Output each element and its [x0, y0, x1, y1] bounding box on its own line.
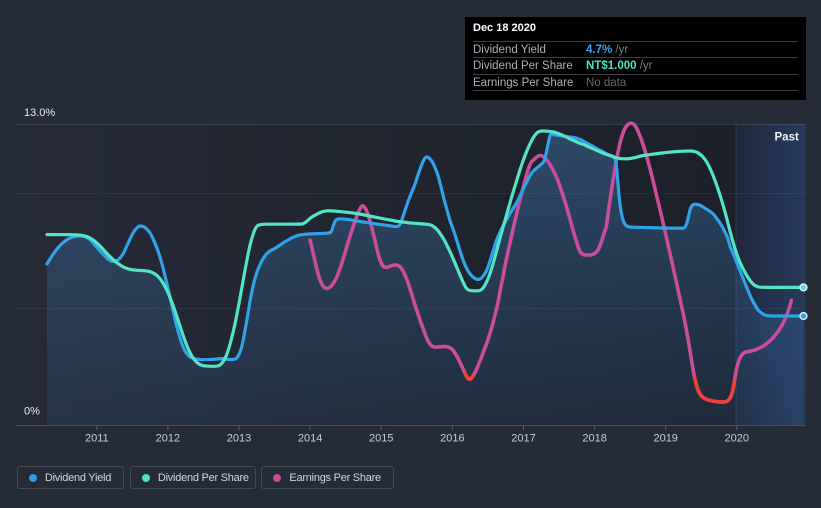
- svg-text:2018: 2018: [582, 433, 606, 445]
- svg-text:2020: 2020: [725, 433, 749, 445]
- svg-text:0%: 0%: [24, 406, 40, 418]
- svg-text:2012: 2012: [156, 433, 180, 445]
- svg-text:2011: 2011: [85, 433, 109, 445]
- svg-text:2013: 2013: [227, 433, 251, 445]
- svg-text:2017: 2017: [511, 433, 535, 445]
- svg-text:2019: 2019: [653, 433, 677, 445]
- svg-text:2014: 2014: [298, 433, 322, 445]
- svg-text:13.0%: 13.0%: [24, 107, 55, 119]
- svg-text:2016: 2016: [440, 433, 464, 445]
- svg-text:2015: 2015: [369, 433, 393, 445]
- svg-text:Past: Past: [775, 132, 799, 144]
